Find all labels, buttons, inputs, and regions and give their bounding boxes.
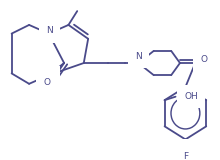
Text: N: N [46,73,53,82]
Text: N: N [135,52,142,61]
Text: F: F [183,152,188,160]
Text: O: O [43,78,50,87]
Text: OH: OH [184,92,198,101]
Text: N: N [46,27,53,36]
Text: O: O [200,55,207,64]
